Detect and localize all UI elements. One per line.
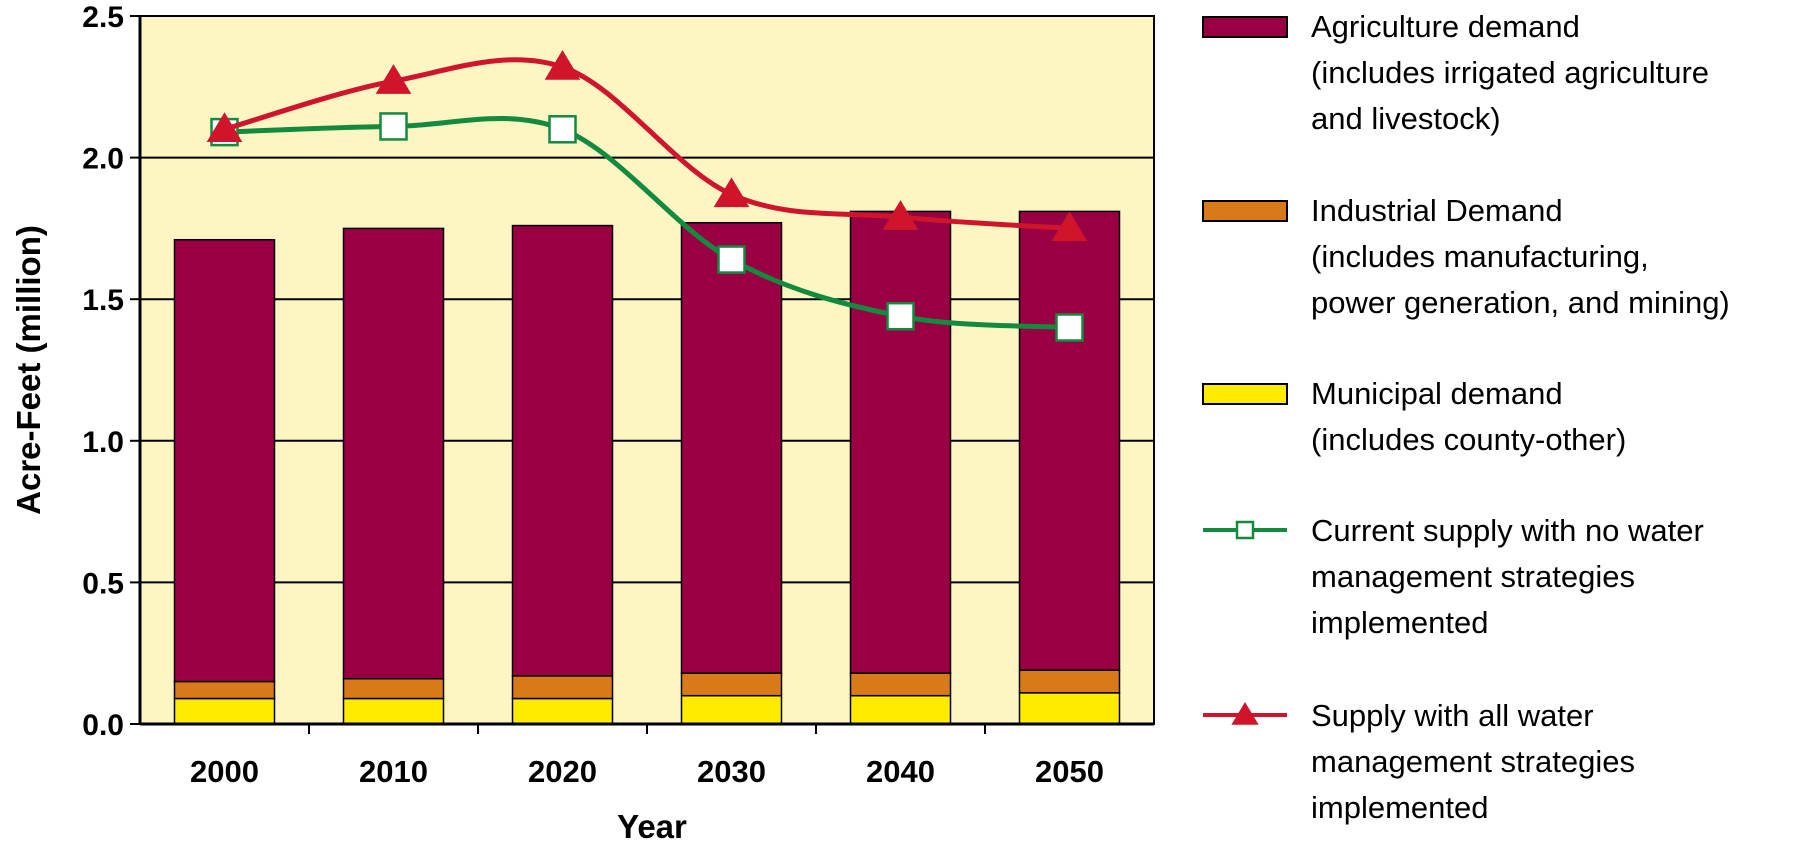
legend-item-1: Industrial Demand (includes manufacturing…	[1202, 193, 1730, 320]
plot-area	[140, 16, 1154, 724]
legend-label-0-line-1: (includes irrigated agriculture	[1311, 55, 1709, 90]
x-tick-labels: 2000 2010 2020 2030 2040 2050	[190, 724, 1104, 789]
marker-2020-series-4	[544, 49, 581, 80]
x-axis-title: Year	[617, 808, 687, 845]
x-tick-label-2020: 2020	[528, 754, 597, 789]
legend-label-4-line-1: management strategies	[1311, 744, 1635, 779]
marker-2010-series-4	[375, 64, 412, 94]
marker-2020-series-3	[548, 115, 577, 144]
legend: Agriculture demand (includes irrigated ag…	[1202, 9, 1730, 825]
legend-marker-3	[1235, 520, 1255, 540]
x-tick-label-2050: 2050	[1035, 754, 1104, 789]
x-tick-label-2030: 2030	[697, 754, 766, 789]
x-tick-label-2040: 2040	[866, 754, 935, 789]
y-axis-title: Acre-Feet (million)	[10, 225, 47, 515]
y-tick-label-1.5: 1.5	[82, 284, 124, 317]
legend-swatch-1	[1202, 200, 1288, 222]
marker-2050-series-3	[1055, 313, 1084, 342]
x-tick-label-2000: 2000	[190, 754, 259, 789]
bar-2010-series-0	[342, 697, 445, 725]
gridlines	[140, 156, 1154, 584]
series-line-3	[224, 116, 1070, 331]
legend-label-4-line-2: implemented	[1311, 790, 1488, 825]
bar-2050-series-2	[1018, 210, 1121, 671]
bar-2020-series-0	[511, 697, 614, 725]
legend-label-0-line-0: Agriculture demand	[1311, 9, 1580, 44]
bar-2050-series-1	[1018, 669, 1121, 694]
marker-2030-series-4	[713, 177, 750, 208]
y-tick-label-0.5: 0.5	[82, 567, 124, 600]
bar-2030-series-0	[680, 694, 783, 725]
legend-item-2: Municipal demand (includes county-other)	[1202, 376, 1626, 457]
bar-2010-series-1	[342, 677, 445, 700]
legend-label-2-line-0: Municipal demand	[1311, 376, 1563, 411]
marker-2050-series-4	[1051, 211, 1088, 242]
bar-2000-series-1	[173, 680, 276, 700]
legend-label-1-line-1: (includes manufacturing,	[1311, 239, 1649, 274]
bar-2050-series-0	[1018, 692, 1121, 725]
marker-2010-series-3	[379, 112, 408, 141]
marker-2000-series-4	[206, 112, 243, 143]
bar-2010-series-2	[342, 227, 445, 680]
bar-2020-series-2	[511, 224, 614, 677]
legend-label-3-line-0: Current supply with no water	[1311, 513, 1704, 548]
series-line-4	[223, 57, 1070, 231]
bar-2040-series-1	[849, 672, 952, 697]
bar-2020-series-1	[511, 675, 614, 700]
marker-2040-series-3	[886, 301, 915, 331]
marker-2040-series-4	[882, 200, 919, 230]
bar-2030-series-2	[680, 221, 783, 674]
series-lines	[206, 49, 1088, 342]
bar-2000-series-2	[173, 238, 276, 683]
legend-swatch-2	[1202, 383, 1288, 405]
legend-label-4-line-0: Supply with all water	[1311, 698, 1594, 733]
legend-swatch-0	[1202, 16, 1288, 38]
legend-label-3-line-1: management strategies	[1311, 559, 1635, 594]
legend-label-3-line-2: implemented	[1311, 605, 1488, 640]
bar-2040-series-2	[849, 210, 952, 674]
legend-label-0-line-2: and livestock)	[1311, 101, 1501, 136]
legend-label-1-line-2: power generation, and mining)	[1311, 285, 1730, 320]
legend-item-3: Current supply with no water management s…	[1203, 513, 1704, 640]
legend-item-0: Agriculture demand (includes irrigated ag…	[1202, 9, 1709, 136]
y-tick-label-2.5: 2.5	[82, 1, 124, 34]
y-tick-label-0.0: 0.0	[82, 709, 124, 742]
legend-label-2-line-1: (includes county-other)	[1311, 422, 1626, 457]
legend-label-1-line-0: Industrial Demand	[1311, 193, 1563, 228]
legend-item-4: Supply with all water management strategi…	[1203, 698, 1635, 825]
bar-2040-series-0	[849, 694, 952, 725]
bars	[173, 210, 1121, 725]
bar-2030-series-1	[680, 672, 783, 697]
legend-marker-4	[1231, 702, 1259, 725]
x-tick-label-2010: 2010	[359, 754, 428, 789]
y-tick-labels: 0.0 0.5 1.0 1.5 2.0 2.5	[82, 1, 140, 742]
y-tick-label-2.0: 2.0	[82, 143, 124, 176]
marker-2030-series-3	[717, 245, 746, 274]
y-tick-label-1.0: 1.0	[82, 426, 124, 459]
bar-2000-series-0	[173, 697, 276, 725]
